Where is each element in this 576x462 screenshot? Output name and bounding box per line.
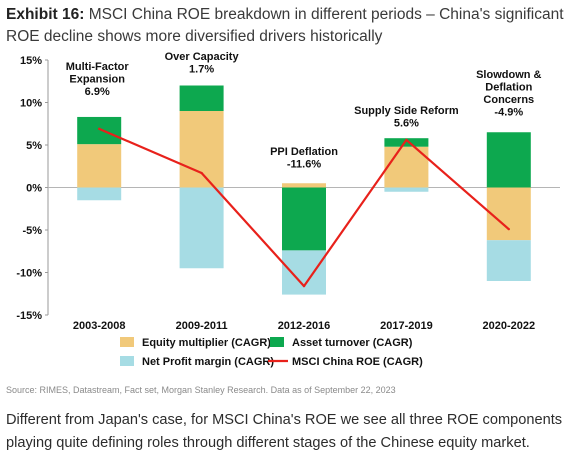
annotation-2003-2008: Expansion bbox=[69, 74, 125, 86]
annotation-2003-2008: Multi-Factor bbox=[66, 61, 130, 73]
annotation-2020-2022: Concerns bbox=[483, 94, 534, 106]
bar-equity-multiplier-cagr-2009-2011 bbox=[179, 111, 224, 188]
bar-asset-turnover-cagr-2017-2019 bbox=[384, 138, 429, 147]
bar-net-profit-margin-cagr-2012-2016 bbox=[282, 250, 326, 295]
roe-point-2020-2022 bbox=[507, 227, 510, 231]
x-tick-label: 2017-2019 bbox=[380, 320, 433, 332]
y-tick-label: -10% bbox=[16, 268, 42, 280]
y-tick-label: 5% bbox=[26, 140, 42, 152]
annotation-2009-2011: Over Capacity bbox=[165, 51, 240, 63]
y-tick-label: 10% bbox=[20, 98, 42, 110]
x-tick-label: 2020-2022 bbox=[482, 320, 535, 332]
legend-net-profit-margin-cagr-swatch bbox=[120, 356, 134, 366]
bar-asset-turnover-cagr-2012-2016 bbox=[282, 187, 326, 251]
roe-breakdown-chart: 15% 10% 5% 0% -5% -10% -15% 2003-2008 2009-2011 2… bbox=[16, 51, 560, 368]
annotation-2020-2022: Deflation bbox=[485, 82, 532, 94]
bar-asset-turnover-cagr-2009-2011 bbox=[179, 85, 224, 111]
legend-net-profit-margin-cagr-label: Net Profit margin (CAGR) bbox=[142, 356, 274, 368]
roe-point-2012-2016 bbox=[302, 284, 306, 288]
bar-equity-multiplier-cagr-2003-2008 bbox=[77, 144, 122, 188]
annotation-2012-2016: -11.6% bbox=[287, 159, 321, 171]
exhibit-label: Exhibit 16: bbox=[6, 6, 85, 23]
x-tick-label: 2012-2016 bbox=[278, 320, 331, 332]
bar-equity-multiplier-cagr-2020-2022 bbox=[486, 187, 531, 241]
y-tick-label: -15% bbox=[16, 310, 42, 322]
body-caption: Different from Japan's case, for MSCI Ch… bbox=[6, 412, 563, 451]
roe-point-2017-2019 bbox=[405, 138, 408, 142]
y-tick-label: 15% bbox=[20, 55, 42, 67]
x-tick-label: 2003-2008 bbox=[73, 320, 126, 332]
annotation-2020-2022: Slowdown & bbox=[476, 69, 541, 81]
bar-net-profit-margin-cagr-2020-2022 bbox=[486, 240, 531, 281]
annotation-2020-2022: -4.9% bbox=[494, 107, 523, 119]
y-tick-label: 0% bbox=[26, 183, 42, 195]
bar-asset-turnover-cagr-2020-2022 bbox=[486, 132, 531, 188]
bar-equity-multiplier-cagr-2012-2016 bbox=[282, 183, 326, 188]
legend-equity-multiplier-cagr-label: Equity multiplier (CAGR) bbox=[142, 337, 271, 349]
legend-asset-turnover-cagr-swatch bbox=[270, 337, 284, 347]
legend-asset-turnover-cagr-label: Asset turnover (CAGR) bbox=[292, 337, 413, 349]
x-tick-label: 2009-2011 bbox=[176, 320, 228, 332]
y-tick-label: -5% bbox=[22, 225, 42, 237]
roe-point-2003-2008 bbox=[98, 127, 101, 131]
source-note: Source: RIMES, Datastream, Fact set, Mor… bbox=[6, 385, 396, 395]
bar-net-profit-margin-cagr-2017-2019 bbox=[384, 187, 429, 192]
annotation-2012-2016: PPI Deflation bbox=[270, 146, 338, 158]
bar-asset-turnover-cagr-2003-2008 bbox=[77, 116, 122, 145]
bar-net-profit-margin-cagr-2009-2011 bbox=[179, 187, 224, 269]
exhibit-title: MSCI China ROE breakdown in different pe… bbox=[6, 6, 564, 45]
roe-point-2009-2011 bbox=[200, 171, 203, 175]
bar-net-profit-margin-cagr-2003-2008 bbox=[77, 187, 122, 201]
annotation-2003-2008: 6.9% bbox=[85, 86, 110, 98]
legend-equity-multiplier-cagr-swatch bbox=[120, 337, 134, 347]
annotation-2017-2019: 5.6% bbox=[394, 118, 419, 130]
annotation-2017-2019: Supply Side Reform bbox=[354, 105, 459, 117]
annotation-2009-2011: 1.7% bbox=[189, 64, 214, 76]
legend-msci-china-roe-cagr-label: MSCI China ROE (CAGR) bbox=[292, 356, 423, 368]
chart-title: Exhibit 16: MSCI China ROE breakdown in … bbox=[6, 4, 570, 48]
